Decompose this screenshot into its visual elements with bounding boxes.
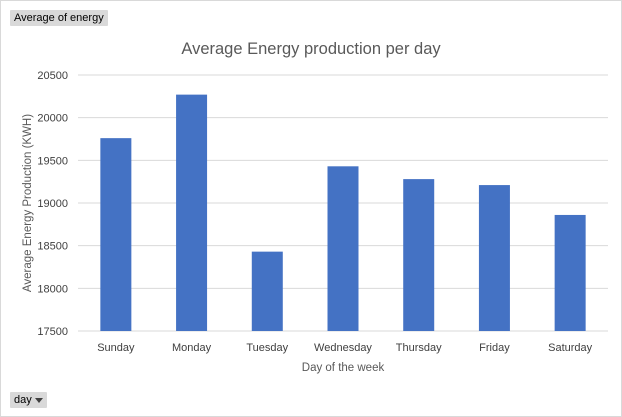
bar-thursday[interactable] xyxy=(403,179,435,331)
dropdown-arrow-icon[interactable] xyxy=(34,398,43,403)
y-tick-label: 19000 xyxy=(37,198,68,210)
x-tick-label: Thursday xyxy=(396,342,442,354)
axis-field-label: day xyxy=(14,394,32,406)
x-axis-ticks: Sunday Monday Tuesday Wednesday Thursday Frid… xyxy=(97,342,592,354)
y-tick-label: 17500 xyxy=(37,326,68,338)
axis-field-button[interactable]: day xyxy=(10,392,47,408)
bar-friday[interactable] xyxy=(478,185,510,331)
x-tick-label: Sunday xyxy=(97,342,135,354)
y-tick-label: 20000 xyxy=(37,113,68,125)
y-axis-ticks: 17500 18000 18500 19000 19500 20000 20500 xyxy=(37,70,68,338)
x-axis-title: Day of the week xyxy=(302,362,385,374)
x-tick-label: Monday xyxy=(172,342,212,354)
bar-monday[interactable] xyxy=(176,94,208,331)
y-tick-label: 18000 xyxy=(37,283,68,295)
bar-tuesday[interactable] xyxy=(251,251,283,331)
x-tick-label: Saturday xyxy=(548,342,593,354)
values-field-button[interactable]: Average of energy xyxy=(10,10,108,26)
y-axis-title: Average Energy Production (KWH) xyxy=(22,114,34,292)
bar-saturday[interactable] xyxy=(554,214,586,331)
chart-title: Average Energy production per day xyxy=(181,40,441,58)
y-tick-label: 20500 xyxy=(37,70,68,82)
bar-wednesday[interactable] xyxy=(327,166,359,331)
values-field-label: Average of energy xyxy=(14,12,104,24)
y-tick-label: 18500 xyxy=(37,241,68,253)
bar-sunday[interactable] xyxy=(100,138,132,331)
x-tick-label: Tuesday xyxy=(246,342,288,354)
y-tick-label: 19500 xyxy=(37,155,68,167)
bars xyxy=(100,94,586,331)
x-tick-label: Wednesday xyxy=(314,342,372,354)
x-tick-label: Friday xyxy=(479,342,510,354)
